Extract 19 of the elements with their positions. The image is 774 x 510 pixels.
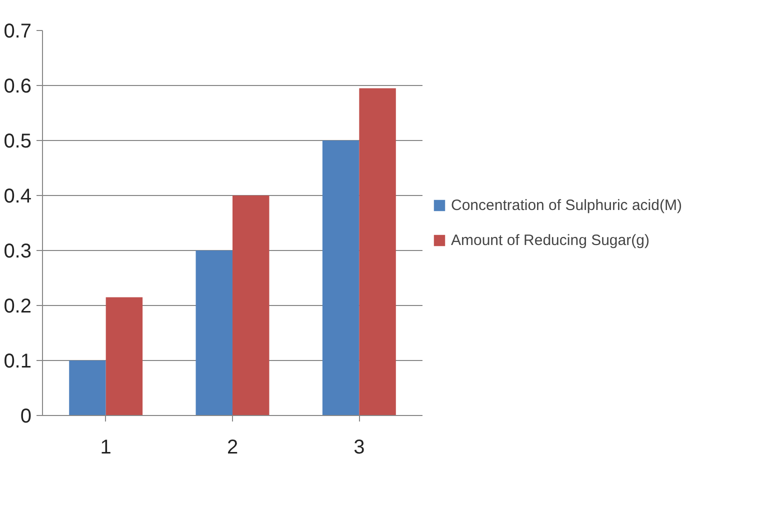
x-tick-label: 2 (226, 436, 238, 458)
legend-label: Amount of Reducing Sugar(g) (451, 232, 650, 248)
y-tick-label: 0.1 (4, 350, 32, 372)
bar (322, 140, 360, 416)
bar (106, 297, 143, 416)
y-tick-label: 0.2 (4, 296, 32, 318)
x-tick-label: 1 (100, 436, 112, 458)
y-tick-label: 0.4 (4, 186, 32, 208)
x-tick-label: 3 (354, 436, 365, 458)
y-tick-label: 0.5 (4, 130, 32, 152)
legend-label: Concentration of Sulphuric acid(M) (451, 196, 682, 214)
bar (359, 88, 396, 416)
bar (196, 250, 232, 416)
y-tick-label: 0.3 (4, 240, 32, 262)
bar (69, 360, 106, 416)
y-tick-label: 0.6 (4, 76, 32, 98)
bar (232, 196, 270, 416)
y-tick-label: 0.7 (4, 20, 32, 42)
y-tick-label: 0 (20, 406, 32, 428)
